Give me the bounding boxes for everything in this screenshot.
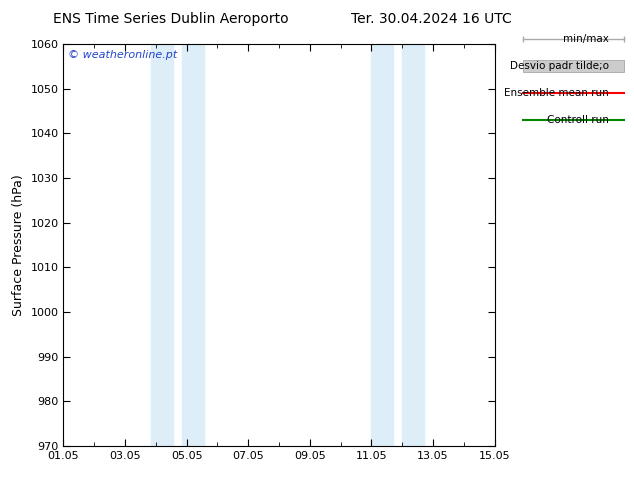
Text: min/max: min/max — [563, 34, 609, 44]
Bar — [182, 44, 204, 446]
Text: ENS Time Series Dublin Aeroporto: ENS Time Series Dublin Aeroporto — [53, 12, 289, 26]
Text: Controll run: Controll run — [547, 115, 609, 125]
Y-axis label: Surface Pressure (hPa): Surface Pressure (hPa) — [12, 174, 25, 316]
Bar — [151, 44, 172, 446]
Bar — [372, 44, 393, 446]
Text: Ter. 30.04.2024 16 UTC: Ter. 30.04.2024 16 UTC — [351, 12, 512, 26]
Text: © weatheronline.pt: © weatheronline.pt — [68, 50, 177, 60]
Text: Desvio padr tilde;o: Desvio padr tilde;o — [510, 61, 609, 71]
Text: Ensemble mean run: Ensemble mean run — [504, 88, 609, 98]
Bar — [402, 44, 424, 446]
